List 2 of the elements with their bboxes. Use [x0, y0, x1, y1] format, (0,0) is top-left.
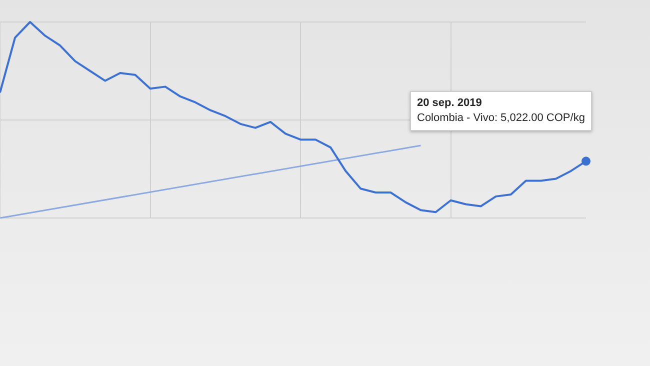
annotation: Colombia - Vivo: 5,022.00 COP/kg	[417, 111, 585, 126]
annotation: 20 sep. 2019	[417, 96, 483, 112]
